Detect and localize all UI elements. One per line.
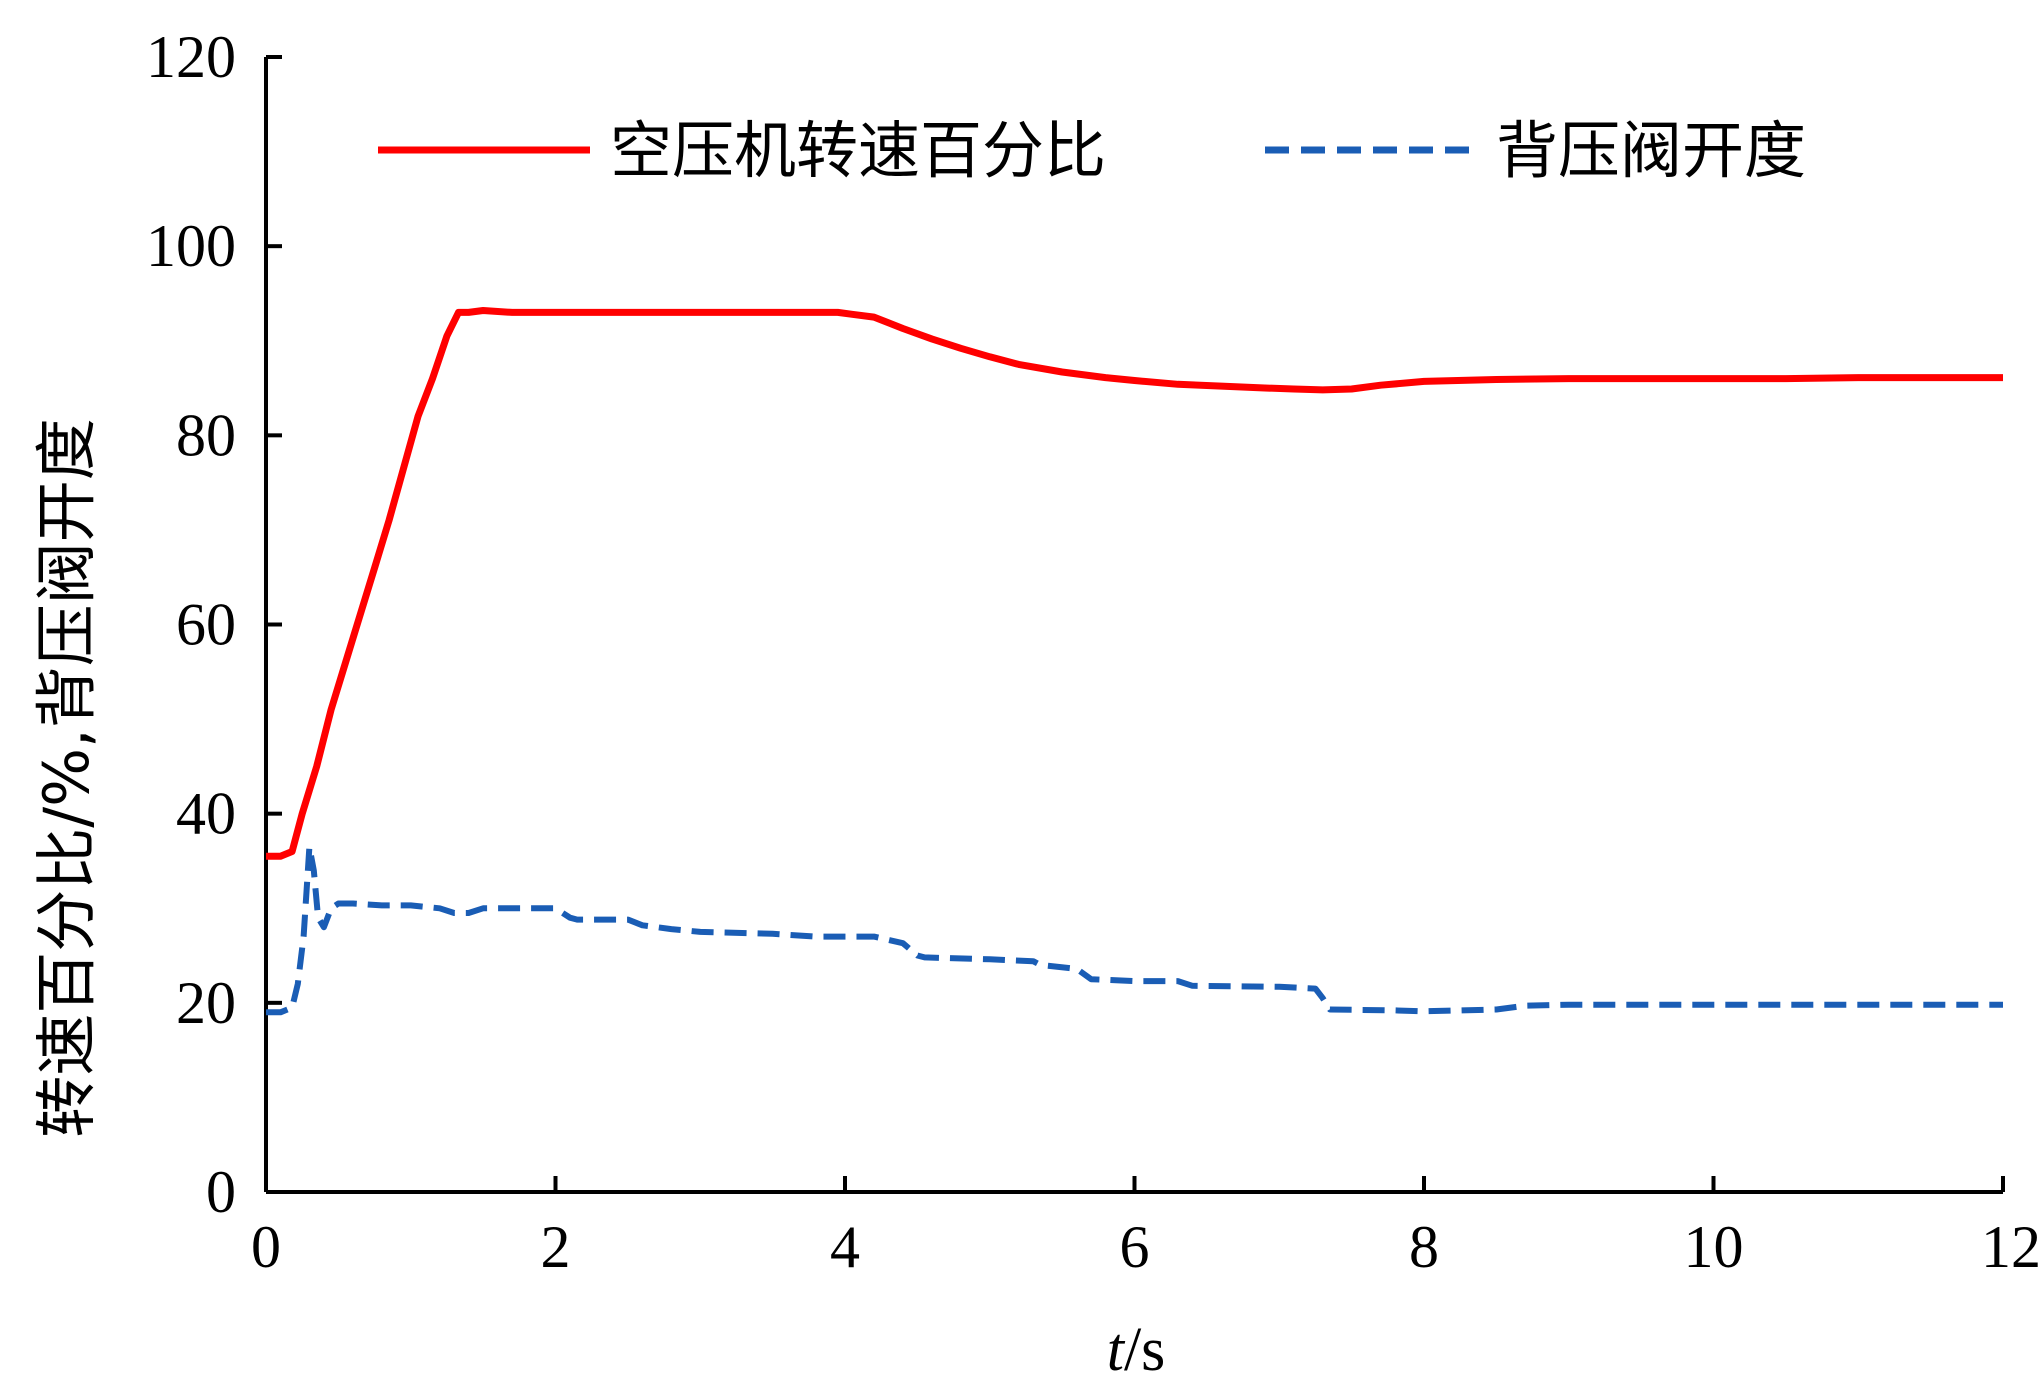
x-tick-label: 10: [1684, 1214, 1744, 1280]
x-axis-ticks: 0 2 4 6 8 10 12: [251, 1176, 2041, 1280]
y-axis-title: 转速百分比/%,背压阀开度: [30, 418, 103, 1138]
y-tick-label: 40: [176, 781, 236, 847]
x-axis-title: t/s: [1107, 1316, 1166, 1384]
y-axis-ticks: 0 20 40 60 80 100 120: [146, 24, 282, 1225]
series-layer: [266, 307, 2003, 1016]
y-tick-label: 0: [206, 1159, 236, 1225]
x-tick-label: 8: [1409, 1214, 1439, 1280]
y-tick-label: 100: [146, 213, 236, 279]
y-tick-label: 120: [146, 24, 236, 90]
y-tick-label: 60: [176, 592, 236, 658]
y-tick-label: 20: [176, 970, 236, 1036]
axes: [264, 57, 2003, 1194]
x-tick-label: 6: [1120, 1214, 1150, 1280]
x-axis-title-unit: /s: [1124, 1316, 1165, 1384]
legend-label-compressor-speed: 空压机转速百分比: [610, 114, 1106, 187]
legend-label-backpressure-valve: 背压阀开度: [1496, 114, 1806, 187]
x-tick-label: 4: [830, 1214, 860, 1280]
x-tick-label: 12: [1981, 1214, 2041, 1280]
series-line-backpressure-valve: [266, 843, 2003, 1016]
x-tick-label: 2: [541, 1214, 571, 1280]
y-tick-label: 80: [176, 402, 236, 468]
legend: 空压机转速百分比 背压阀开度: [378, 114, 1806, 187]
x-axis-title-variable: t: [1107, 1316, 1126, 1384]
series-line-compressor-speed: [266, 307, 2003, 860]
x-tick-label: 0: [251, 1214, 281, 1280]
